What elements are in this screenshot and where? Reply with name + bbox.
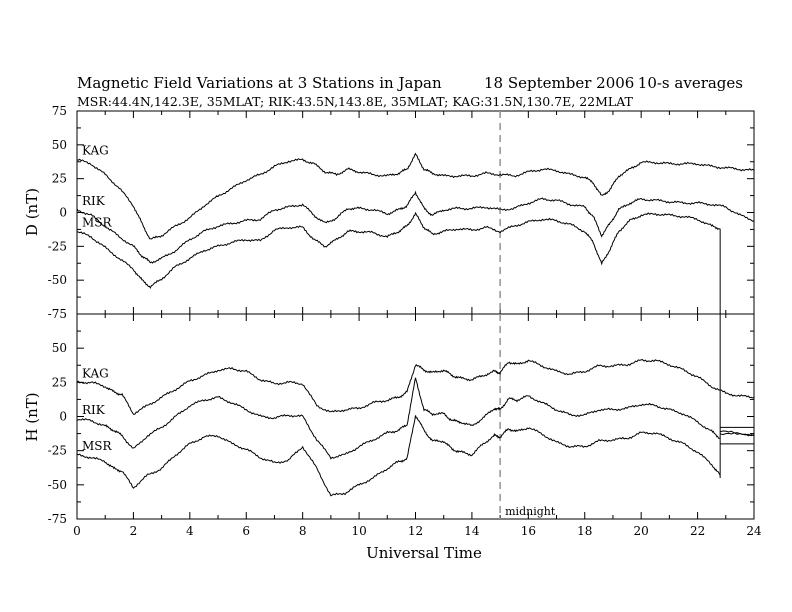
chart-stations-subtitle: MSR:44.4N,142.3E, 35MLAT; RIK:43.5N,143.… xyxy=(77,94,634,109)
series-label-kag: KAG xyxy=(82,366,109,380)
x-tick-label: 24 xyxy=(746,524,762,538)
chart-averaging: 10-s averages xyxy=(638,74,743,92)
series-label-rik: RIK xyxy=(82,403,106,417)
series-label-msr: MSR xyxy=(82,439,113,453)
y-tick-label: -75 xyxy=(48,512,67,526)
d-axis-label: D (nT) xyxy=(23,188,41,236)
series-tail-msr xyxy=(720,432,755,437)
x-tick-label: 10 xyxy=(351,524,366,538)
y-tick-label: -50 xyxy=(48,273,67,287)
x-axis-label: Universal Time xyxy=(366,544,482,562)
series-line-kag xyxy=(76,152,755,240)
series-label-rik: RIK xyxy=(82,194,106,208)
y-tick-label: 25 xyxy=(52,172,67,186)
midnight-label: midnight xyxy=(505,505,556,518)
y-tick-label: -50 xyxy=(48,478,67,492)
x-tick-label: 8 xyxy=(299,524,307,538)
h-axis-label: H (nT) xyxy=(23,392,41,441)
x-tick-label: 6 xyxy=(242,524,250,538)
series-line-kag xyxy=(76,359,755,415)
x-tick-label: 16 xyxy=(521,524,536,538)
series-line-rik xyxy=(76,377,721,460)
series-line-rik xyxy=(76,190,755,264)
y-tick-label: 50 xyxy=(52,138,67,152)
d-panel: 75 50 25 0 -25 -50 -75 KAG RIK MSR xyxy=(48,104,755,321)
series-label-kag: KAG xyxy=(82,144,109,158)
series-line-msr xyxy=(76,211,721,290)
x-tick-label: 20 xyxy=(634,524,649,538)
y-tick-label: 0 xyxy=(59,410,67,424)
x-tick-label: 14 xyxy=(464,524,480,538)
y-tick-label: 0 xyxy=(59,206,67,220)
chart-title: Magnetic Field Variations at 3 Stations … xyxy=(77,74,442,92)
y-tick-label: -25 xyxy=(48,444,67,458)
x-tick-label: 12 xyxy=(408,524,423,538)
y-tick-label: 75 xyxy=(52,104,67,118)
series-line-msr xyxy=(76,415,721,497)
y-tick-label: 50 xyxy=(52,341,67,355)
chart-date: 18 September 2006 xyxy=(484,74,634,92)
series-tail-rik xyxy=(720,430,755,437)
y-tick-label: 25 xyxy=(52,375,67,389)
y-tick-label: -75 xyxy=(48,307,67,321)
series-label-msr: MSR xyxy=(82,215,113,229)
x-tick-label: 4 xyxy=(186,524,194,538)
x-tick-label: 0 xyxy=(73,524,81,538)
x-tick-label: 2 xyxy=(130,524,138,538)
x-tick-label: 22 xyxy=(690,524,705,538)
y-tick-label: -25 xyxy=(48,239,67,253)
x-tick-label: 18 xyxy=(577,524,592,538)
